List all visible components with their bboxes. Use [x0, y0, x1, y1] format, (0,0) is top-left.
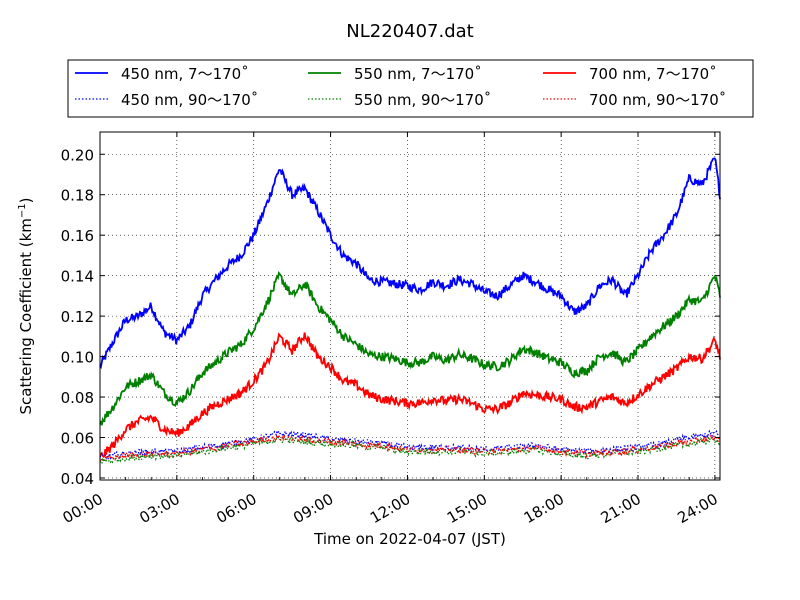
x-tick-label: 15:00: [444, 490, 490, 527]
series-line-4: [99, 436, 721, 465]
legend-frame: [67, 59, 754, 118]
y-tick-label: 0.14: [61, 268, 94, 286]
series-line-3: [99, 428, 720, 460]
x-tick-label: 12:00: [367, 490, 413, 527]
x-tick-label: 24:00: [674, 490, 720, 527]
y-tick-label: 0.06: [61, 430, 94, 448]
legend: 450 nm, 7～170˚ 550 nm, 7～170˚ 700 nm, 7～17…: [67, 59, 754, 118]
x-tick-label: 03:00: [136, 490, 182, 527]
legend-label-4: 550 nm, 90～170˚: [354, 91, 491, 109]
x-tick-label: 09:00: [290, 490, 336, 527]
grid: [99, 132, 720, 480]
y-axis-ticks: 0.04 0.06 0.08 0.10 0.12 0.14 0.16 0.18 0.20: [61, 146, 720, 488]
series-line-1: [99, 270, 721, 426]
series-layer: [99, 157, 721, 465]
x-axis-ticks: 00:00 03:00 06:00 09:00 12:00 15:00 18:00 21:00…: [60, 132, 721, 527]
x-tick-label: 21:00: [598, 490, 644, 527]
y-tick-label: 0.20: [61, 146, 94, 164]
series-line-2: [99, 332, 721, 458]
y-axis-label: Scattering Coefficient (km−1): [17, 197, 35, 414]
legend-label-3: 450 nm, 90～170˚: [121, 91, 258, 109]
series-line-0: [99, 157, 721, 370]
series-line-5: [99, 434, 721, 462]
y-tick-label: 0.12: [61, 308, 94, 326]
y-tick-label: 0.16: [61, 227, 94, 245]
y-tick-label: 0.10: [61, 349, 94, 367]
plot-frame: [99, 131, 721, 481]
y-tick-label: 0.08: [61, 389, 94, 407]
x-tick-label: 06:00: [213, 490, 259, 527]
legend-label-1: 550 nm, 7～170˚: [354, 65, 482, 83]
y-axis-label-text: Scattering Coefficient (km: [17, 218, 35, 414]
legend-label-0: 450 nm, 7～170˚: [121, 65, 249, 83]
y-axis-label-close: ): [17, 197, 35, 203]
legend-label-2: 700 nm, 7～170˚: [589, 65, 717, 83]
x-tick-label: 00:00: [60, 490, 106, 527]
y-tick-label: 0.04: [61, 470, 94, 488]
x-axis-label: Time on 2022-04-07 (JST): [313, 530, 506, 548]
legend-label-5: 700 nm, 90～170˚: [589, 91, 726, 109]
y-axis-label-unit-exponent: −1: [17, 203, 28, 218]
chart-title: NL220407.dat: [346, 21, 473, 42]
y-tick-label: 0.18: [61, 187, 94, 205]
x-tick-label: 18:00: [521, 490, 567, 527]
